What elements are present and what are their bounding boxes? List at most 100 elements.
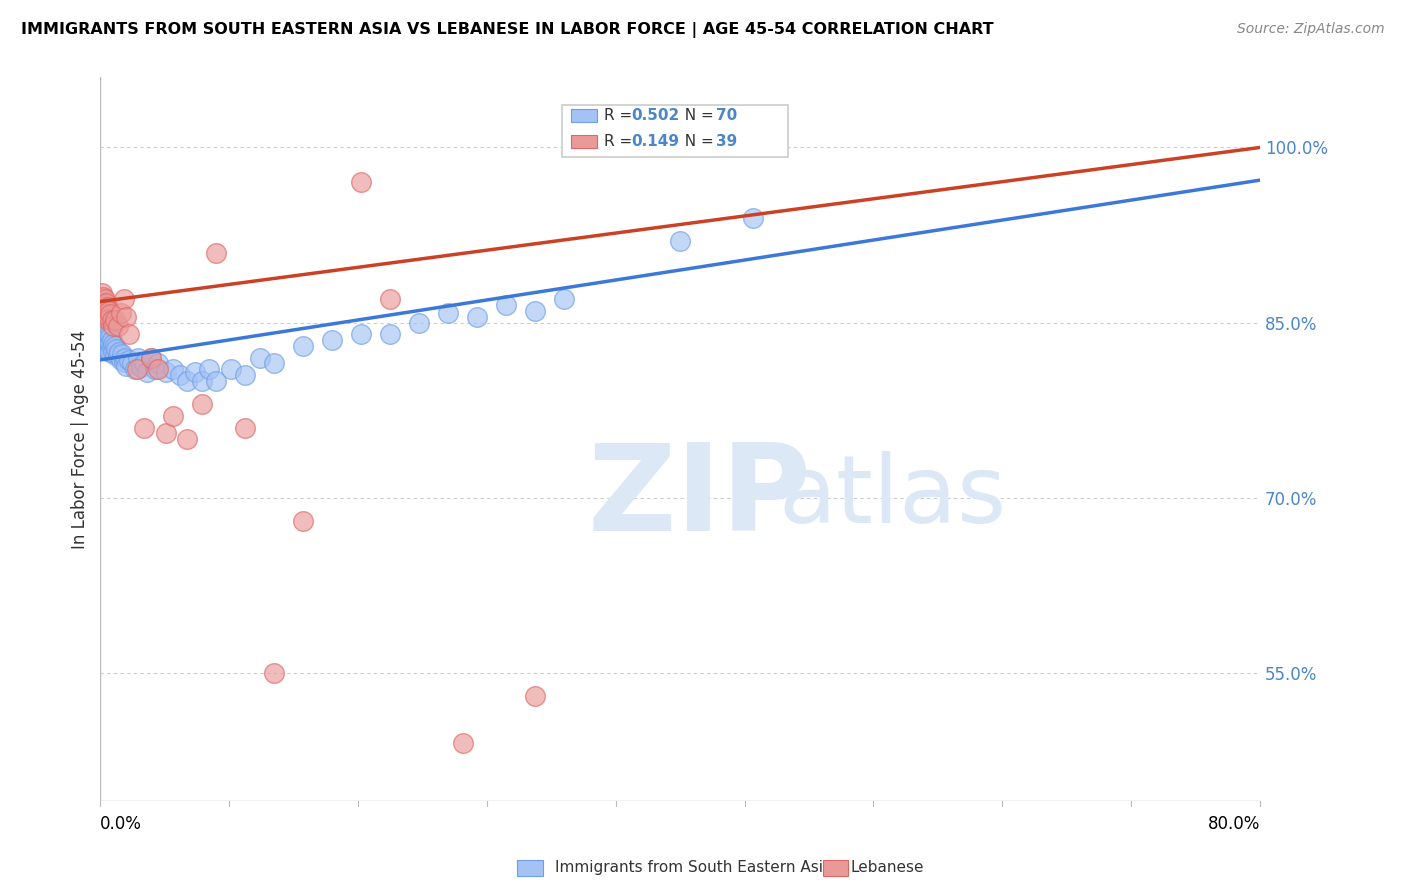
Text: 0.502: 0.502: [631, 108, 679, 122]
Point: [91, 290, 114, 304]
Text: atlas: atlas: [779, 451, 1007, 543]
FancyBboxPatch shape: [571, 136, 596, 148]
Point: [350, 176, 373, 190]
Point: [100, 329, 122, 343]
Point: [94, 329, 117, 343]
Point: [524, 689, 547, 703]
Text: Lebanese: Lebanese: [851, 860, 924, 874]
Point: [97, 331, 120, 345]
Text: 70: 70: [716, 108, 737, 122]
Point: [437, 306, 460, 320]
Point: [125, 362, 148, 376]
Text: R =: R =: [603, 134, 637, 149]
Point: [98, 343, 121, 358]
Point: [98, 335, 121, 350]
Point: [91, 332, 114, 346]
Point: [553, 292, 575, 306]
Point: [176, 432, 198, 446]
Point: [100, 307, 122, 321]
Point: [91, 298, 114, 312]
Point: [249, 351, 271, 365]
Point: [90, 329, 112, 343]
Point: [148, 362, 170, 376]
Point: [233, 368, 256, 382]
Point: [155, 426, 177, 441]
Point: [108, 344, 131, 359]
Point: [741, 211, 763, 225]
Point: [219, 362, 242, 376]
Point: [408, 316, 430, 330]
Point: [115, 310, 138, 324]
Point: [139, 351, 162, 365]
Point: [132, 356, 155, 370]
Point: [97, 337, 120, 351]
Point: [94, 295, 117, 310]
Point: [110, 306, 132, 320]
Point: [129, 359, 152, 374]
Point: [107, 348, 129, 362]
Point: [98, 327, 121, 342]
Point: [112, 292, 135, 306]
Text: IMMIGRANTS FROM SOUTH EASTERN ASIA VS LEBANESE IN LABOR FORCE | AGE 45-54 CORREL: IMMIGRANTS FROM SOUTH EASTERN ASIA VS LE…: [21, 22, 994, 38]
Point: [124, 362, 146, 376]
Point: [94, 321, 117, 335]
Point: [90, 286, 112, 301]
FancyBboxPatch shape: [562, 105, 787, 157]
Point: [110, 352, 132, 367]
Point: [101, 341, 124, 355]
Point: [465, 310, 488, 324]
Point: [98, 312, 121, 326]
Point: [162, 409, 184, 423]
Text: N =: N =: [675, 134, 718, 149]
Point: [93, 301, 115, 315]
Point: [121, 356, 143, 370]
Text: ZIP: ZIP: [588, 439, 811, 556]
Point: [350, 327, 373, 342]
Text: N =: N =: [675, 108, 718, 122]
Text: 39: 39: [716, 134, 737, 149]
Point: [97, 309, 120, 323]
Point: [103, 344, 125, 359]
Point: [118, 352, 141, 367]
Point: [90, 294, 112, 309]
Point: [94, 304, 117, 318]
Point: [107, 319, 129, 334]
Point: [90, 321, 112, 335]
Point: [292, 339, 315, 353]
Point: [100, 336, 122, 351]
Point: [94, 312, 117, 326]
Point: [321, 333, 343, 347]
Point: [380, 292, 402, 306]
Point: [145, 362, 167, 376]
Point: [169, 368, 191, 382]
Point: [669, 234, 692, 248]
Point: [162, 362, 184, 376]
Point: [103, 319, 125, 334]
Point: [93, 339, 115, 353]
Text: R =: R =: [603, 108, 637, 122]
Point: [198, 362, 221, 376]
Y-axis label: In Labor Force | Age 45-54: In Labor Force | Age 45-54: [72, 330, 89, 549]
FancyBboxPatch shape: [571, 110, 596, 122]
Point: [104, 348, 127, 362]
Point: [91, 316, 114, 330]
Point: [101, 313, 124, 327]
Point: [111, 347, 134, 361]
Text: Immigrants from South Eastern Asia: Immigrants from South Eastern Asia: [555, 860, 832, 874]
Point: [263, 356, 285, 370]
Point: [118, 327, 141, 342]
Point: [127, 351, 149, 365]
Point: [93, 292, 115, 306]
Point: [104, 313, 127, 327]
Point: [292, 514, 315, 528]
Point: [205, 245, 228, 260]
Point: [94, 337, 117, 351]
Text: Source: ZipAtlas.com: Source: ZipAtlas.com: [1237, 22, 1385, 37]
Point: [114, 351, 136, 365]
Point: [191, 374, 214, 388]
Point: [93, 307, 115, 321]
Point: [97, 324, 120, 338]
Point: [97, 343, 120, 358]
Point: [263, 665, 285, 680]
Text: 0.0%: 0.0%: [100, 815, 142, 833]
